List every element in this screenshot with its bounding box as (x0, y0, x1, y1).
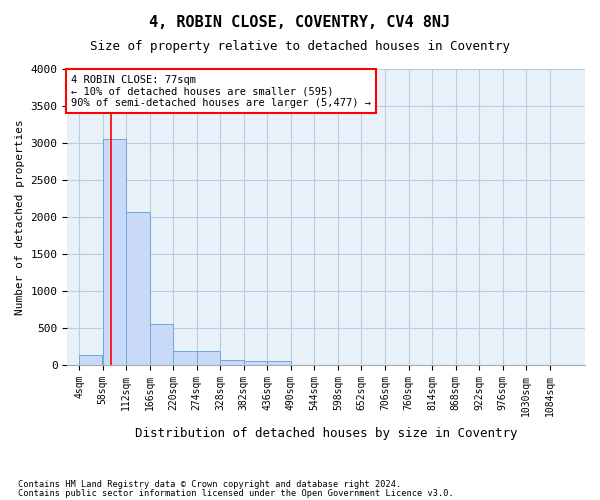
Bar (197, 352, 220, 365)
Bar (126, 212, 149, 365)
Bar (79, 356, 103, 365)
Bar (244, 362, 267, 365)
Y-axis label: Number of detached properties: Number of detached properties (15, 119, 25, 315)
Bar (103, 140, 126, 365)
Text: 4, ROBIN CLOSE, COVENTRY, CV4 8NJ: 4, ROBIN CLOSE, COVENTRY, CV4 8NJ (149, 15, 451, 30)
Bar (268, 362, 291, 365)
X-axis label: Distribution of detached houses by size in Coventry: Distribution of detached houses by size … (135, 427, 517, 440)
Bar (150, 324, 173, 365)
Text: 4 ROBIN CLOSE: 77sqm
← 10% of detached houses are smaller (595)
90% of semi-deta: 4 ROBIN CLOSE: 77sqm ← 10% of detached h… (71, 74, 371, 108)
Text: Size of property relative to detached houses in Coventry: Size of property relative to detached ho… (90, 40, 510, 53)
Text: Contains public sector information licensed under the Open Government Licence v3: Contains public sector information licen… (18, 490, 454, 498)
Bar (173, 352, 197, 365)
Text: Contains HM Land Registry data © Crown copyright and database right 2024.: Contains HM Land Registry data © Crown c… (18, 480, 401, 489)
Bar (220, 360, 244, 365)
